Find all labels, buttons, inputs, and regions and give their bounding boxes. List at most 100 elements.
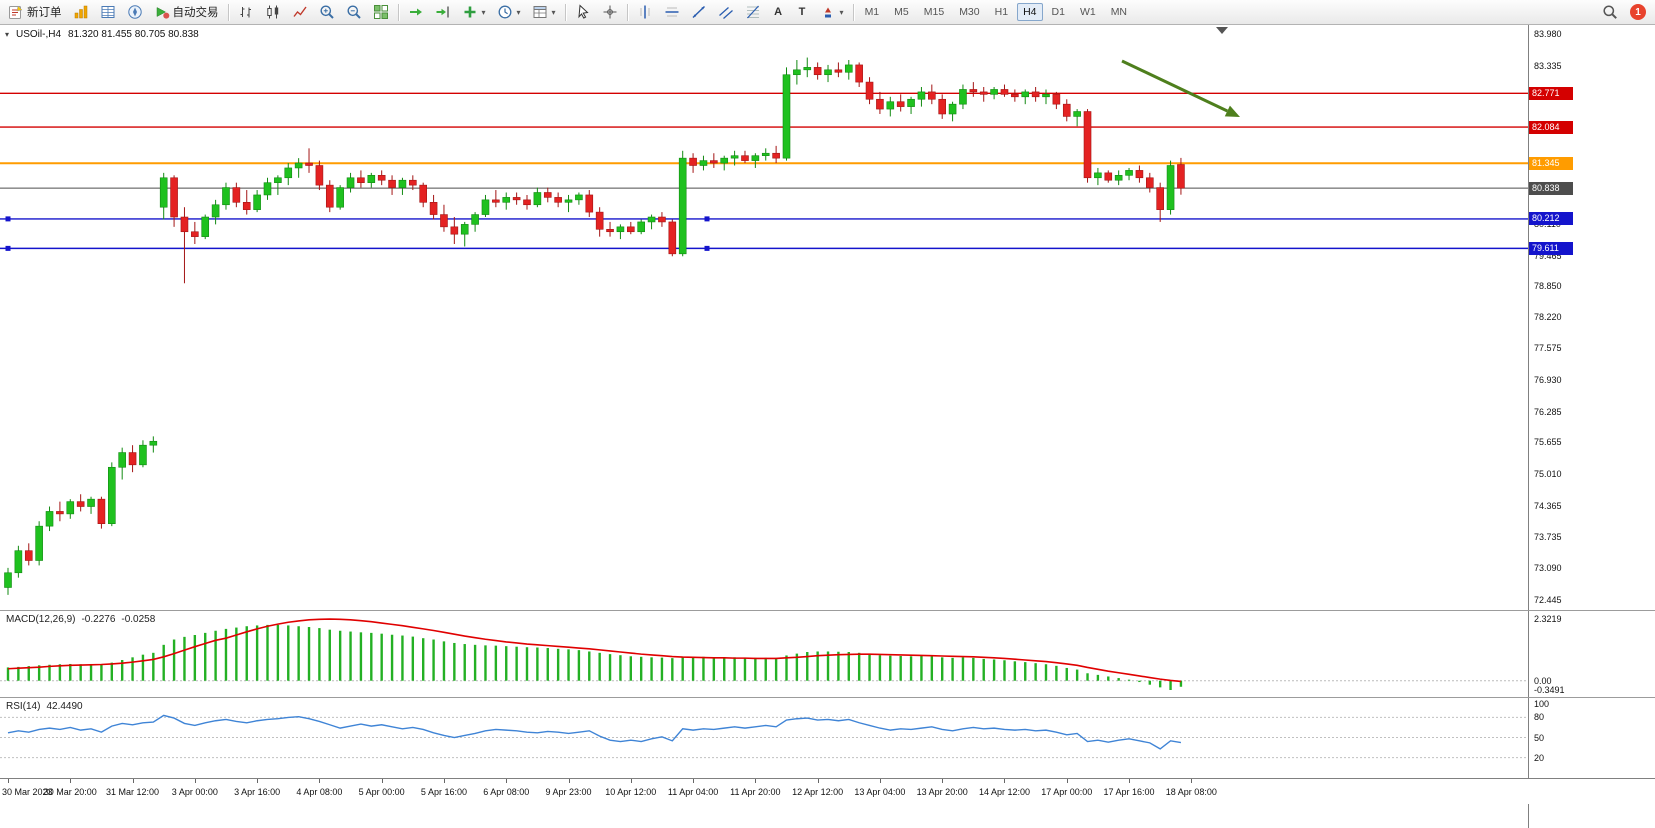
navigator-button[interactable] <box>122 2 148 23</box>
timeframe-H4[interactable]: H4 <box>1017 3 1043 21</box>
timeframe-M30[interactable]: M30 <box>959 6 980 18</box>
price-tick-label: 72.445 <box>1534 595 1562 605</box>
symbol-timeframe-label: USOil-,H4 <box>16 29 62 40</box>
text-tool-button[interactable]: A <box>767 2 790 23</box>
time-axis-label: 4 Apr 08:00 <box>296 787 343 797</box>
channel-icon <box>718 4 734 20</box>
macd-panel-canvas[interactable] <box>0 611 1528 697</box>
chart-shift-button[interactable] <box>430 2 456 23</box>
fibonacci-tool-button[interactable] <box>740 2 766 23</box>
price-tick-label: 78.220 <box>1534 311 1562 322</box>
price-axis[interactable]: 83.98083.33582.69082.04581.40080.75580.1… <box>1528 25 1655 828</box>
new-order-label: 新订单 <box>27 7 62 19</box>
channel-tool-button[interactable] <box>713 2 739 23</box>
notification-badge[interactable]: 1 <box>1630 4 1646 20</box>
candles-layer <box>4 57 1185 595</box>
data-window-icon <box>100 4 116 20</box>
price-tick-label: 83.335 <box>1534 60 1562 71</box>
clock-icon <box>497 4 513 20</box>
price-tick-label: 76.285 <box>1534 406 1562 417</box>
zoom-out-icon <box>346 4 362 20</box>
time-axis-tick <box>630 779 632 783</box>
bars-icon <box>238 4 254 20</box>
time-axis[interactable]: 30 Mar 2023 30 Mar 20:00 31 Mar 12:00 3 Apr… <box>0 778 1655 804</box>
search-button[interactable] <box>1597 2 1623 23</box>
linechart-icon <box>292 4 308 20</box>
zoom-in-button[interactable] <box>314 2 340 23</box>
dropdown-caret-icon: ▾ <box>516 7 521 17</box>
timeframe-M15[interactable]: M15 <box>923 6 945 18</box>
time-axis-label: 5 Apr 16:00 <box>420 787 467 797</box>
time-axis-label: 13 Apr 20:00 <box>916 787 968 797</box>
tile-windows-button[interactable] <box>368 2 394 23</box>
indicators-menu-button[interactable]: ▾ <box>457 2 491 23</box>
autotrading-label: 自动交易 <box>172 7 219 19</box>
autotrading-button[interactable]: 自动交易 <box>149 2 224 23</box>
price-tick-label: 75.655 <box>1534 437 1562 448</box>
time-axis-tick <box>1066 779 1068 783</box>
arrows-tool-button[interactable]: ▾ <box>815 2 849 23</box>
panel-splitter[interactable] <box>0 697 1655 698</box>
horizontal-line-objects[interactable] <box>0 92 1528 251</box>
time-axis-label: 30 Mar 20:00 <box>43 787 97 797</box>
timeframe-W1[interactable]: W1 <box>1079 6 1096 18</box>
rsi-panel-canvas[interactable] <box>0 698 1528 777</box>
one-click-trading-toggle-icon[interactable]: ▾ <box>5 30 10 39</box>
time-axis-tick <box>1191 779 1193 783</box>
panel-splitter[interactable] <box>0 610 1655 611</box>
main-chart-canvas[interactable] <box>0 25 1528 610</box>
timeframe-D1[interactable]: D1 <box>1051 6 1065 18</box>
fibo-icon <box>745 4 761 20</box>
text-tool-glyph-icon: A <box>774 6 783 18</box>
time-axis-label: 11 Apr 20:00 <box>730 787 781 797</box>
time-axis-label: 14 Apr 12:00 <box>978 787 1030 797</box>
zoom-out-button[interactable] <box>341 2 367 23</box>
cursor-icon <box>575 4 591 20</box>
toolbar-separator <box>626 3 628 21</box>
cursor-tool-button[interactable] <box>570 2 596 23</box>
macd-signal-value: -0.0258 <box>121 614 156 625</box>
time-axis-tick <box>506 779 508 783</box>
rsi-scale-label: 80 <box>1534 712 1545 723</box>
rsi-value: 42.4490 <box>46 701 83 712</box>
price-tick-label: 74.365 <box>1534 500 1562 511</box>
time-axis-tick <box>443 779 445 783</box>
auto-scroll-button[interactable] <box>403 2 429 23</box>
time-axis-tick <box>879 779 881 783</box>
label-tool-glyph-icon: T <box>798 6 806 18</box>
templates-menu-button[interactable]: ▾ <box>527 2 561 23</box>
time-axis-tick <box>70 779 72 783</box>
template-icon <box>532 4 548 20</box>
time-axis-tick <box>381 779 383 783</box>
price-line-badge: 80.212 <box>1529 212 1573 226</box>
timeframe-M5[interactable]: M5 <box>894 6 909 18</box>
market-watch-button[interactable] <box>68 2 94 23</box>
horizontal-line-tool-button[interactable] <box>659 2 685 23</box>
time-axis-tick <box>8 779 9 783</box>
autoscroll-icon <box>408 4 424 20</box>
timeframe-H1[interactable]: H1 <box>994 6 1009 18</box>
rsi-scale-label: 100 <box>1534 699 1550 709</box>
periods-menu-button[interactable]: ▾ <box>492 2 526 23</box>
timeframe-M1[interactable]: M1 <box>864 6 880 18</box>
vertical-line-tool-button[interactable] <box>632 2 658 23</box>
toolbar-separator <box>227 3 229 21</box>
trendline-tool-button[interactable] <box>686 2 712 23</box>
time-axis-label: 13 Apr 04:00 <box>854 787 906 797</box>
chart-candles-button[interactable] <box>260 2 286 23</box>
trend-arrow-annotation[interactable] <box>1121 59 1240 117</box>
macd-main-value: -0.2276 <box>81 614 116 625</box>
crosshair-tool-button[interactable] <box>597 2 623 23</box>
macd-label: MACD(12,26,9) -0.2276 -0.0258 <box>6 614 156 625</box>
timeframe-MN[interactable]: MN <box>1110 6 1128 18</box>
macd-title: MACD(12,26,9) <box>6 614 76 625</box>
crosshair-icon <box>602 4 618 20</box>
chart-shift-marker-icon[interactable] <box>1216 27 1228 34</box>
new-order-button[interactable]: 新订单 <box>3 2 67 23</box>
label-tool-button[interactable]: T <box>791 2 814 23</box>
chart-line-button[interactable] <box>287 2 313 23</box>
chart-bars-button[interactable] <box>233 2 259 23</box>
data-window-button[interactable] <box>95 2 121 23</box>
time-axis-label: 31 Mar 12:00 <box>106 787 160 797</box>
price-tick-label: 73.090 <box>1534 563 1562 574</box>
